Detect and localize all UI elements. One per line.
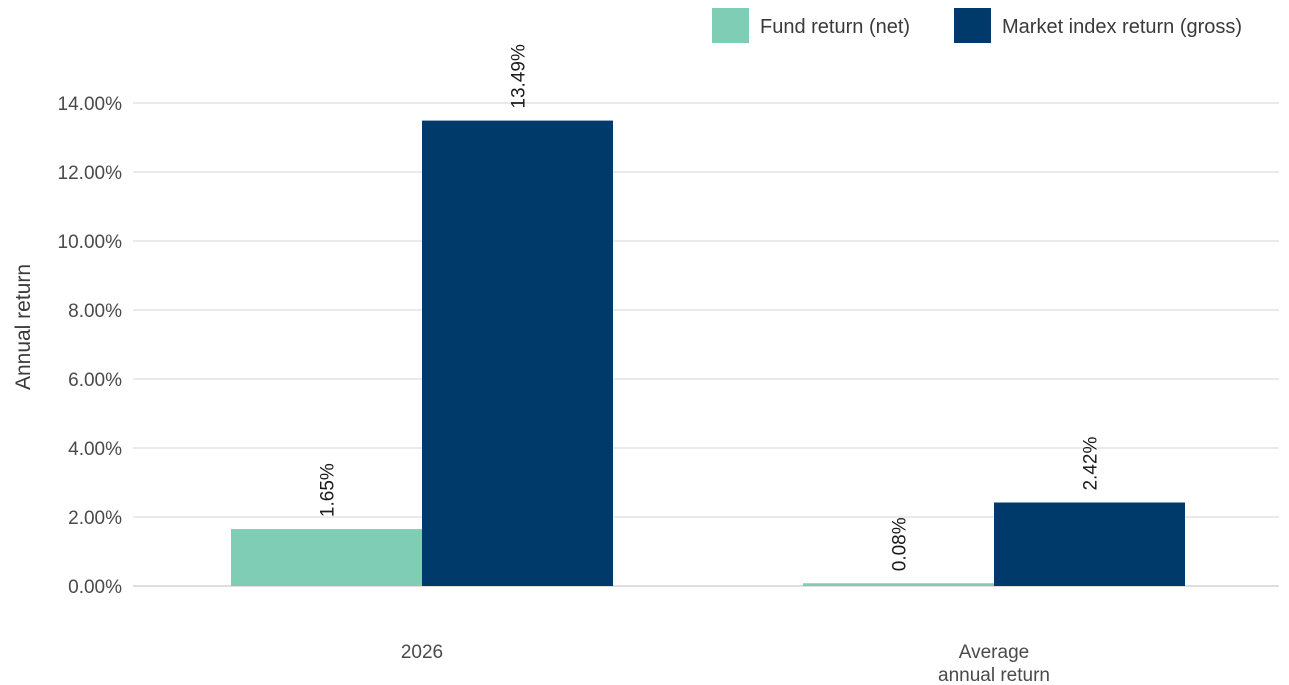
data-label: 2.42% (1081, 437, 1102, 491)
y-tick-label: 2.00% (68, 508, 122, 529)
legend-label: Market index return (gross) (1002, 16, 1242, 38)
gridlines (133, 102, 1279, 587)
bar (231, 529, 422, 586)
y-tick-label: 6.00% (68, 370, 122, 391)
y-tick-label: 12.00% (58, 163, 123, 184)
y-tick-label: 10.00% (58, 232, 123, 253)
data-label: 1.65% (318, 463, 339, 517)
bars (231, 120, 1185, 586)
data-label: 13.49% (509, 44, 530, 109)
y-axis-ticks: 0.00% 2.00% 4.00% 6.00% 8.00% 10.00% 12.00% 14.… (58, 94, 123, 598)
data-label: 0.08% (890, 517, 911, 571)
y-axis-title: Annual return (12, 264, 35, 390)
y-tick-label: 14.00% (58, 94, 123, 115)
x-axis-categories: 2026 Average annual return (401, 642, 1050, 685)
y-tick-label: 4.00% (68, 439, 122, 460)
data-labels: 1.65% 0.08% 13.49% 2.42% (318, 44, 1102, 571)
bar (994, 502, 1185, 586)
y-tick-label: 8.00% (68, 301, 122, 322)
legend-swatch (712, 8, 749, 43)
x-category-label: Average annual return (938, 642, 1050, 685)
bar (422, 120, 613, 586)
legend-swatch (954, 8, 991, 43)
legend: Fund return (net) Market index return (gr… (712, 8, 1242, 43)
x-category-label: 2026 (401, 642, 443, 663)
bar (803, 583, 994, 586)
y-tick-label: 0.00% (68, 577, 122, 598)
legend-label: Fund return (net) (760, 16, 910, 38)
